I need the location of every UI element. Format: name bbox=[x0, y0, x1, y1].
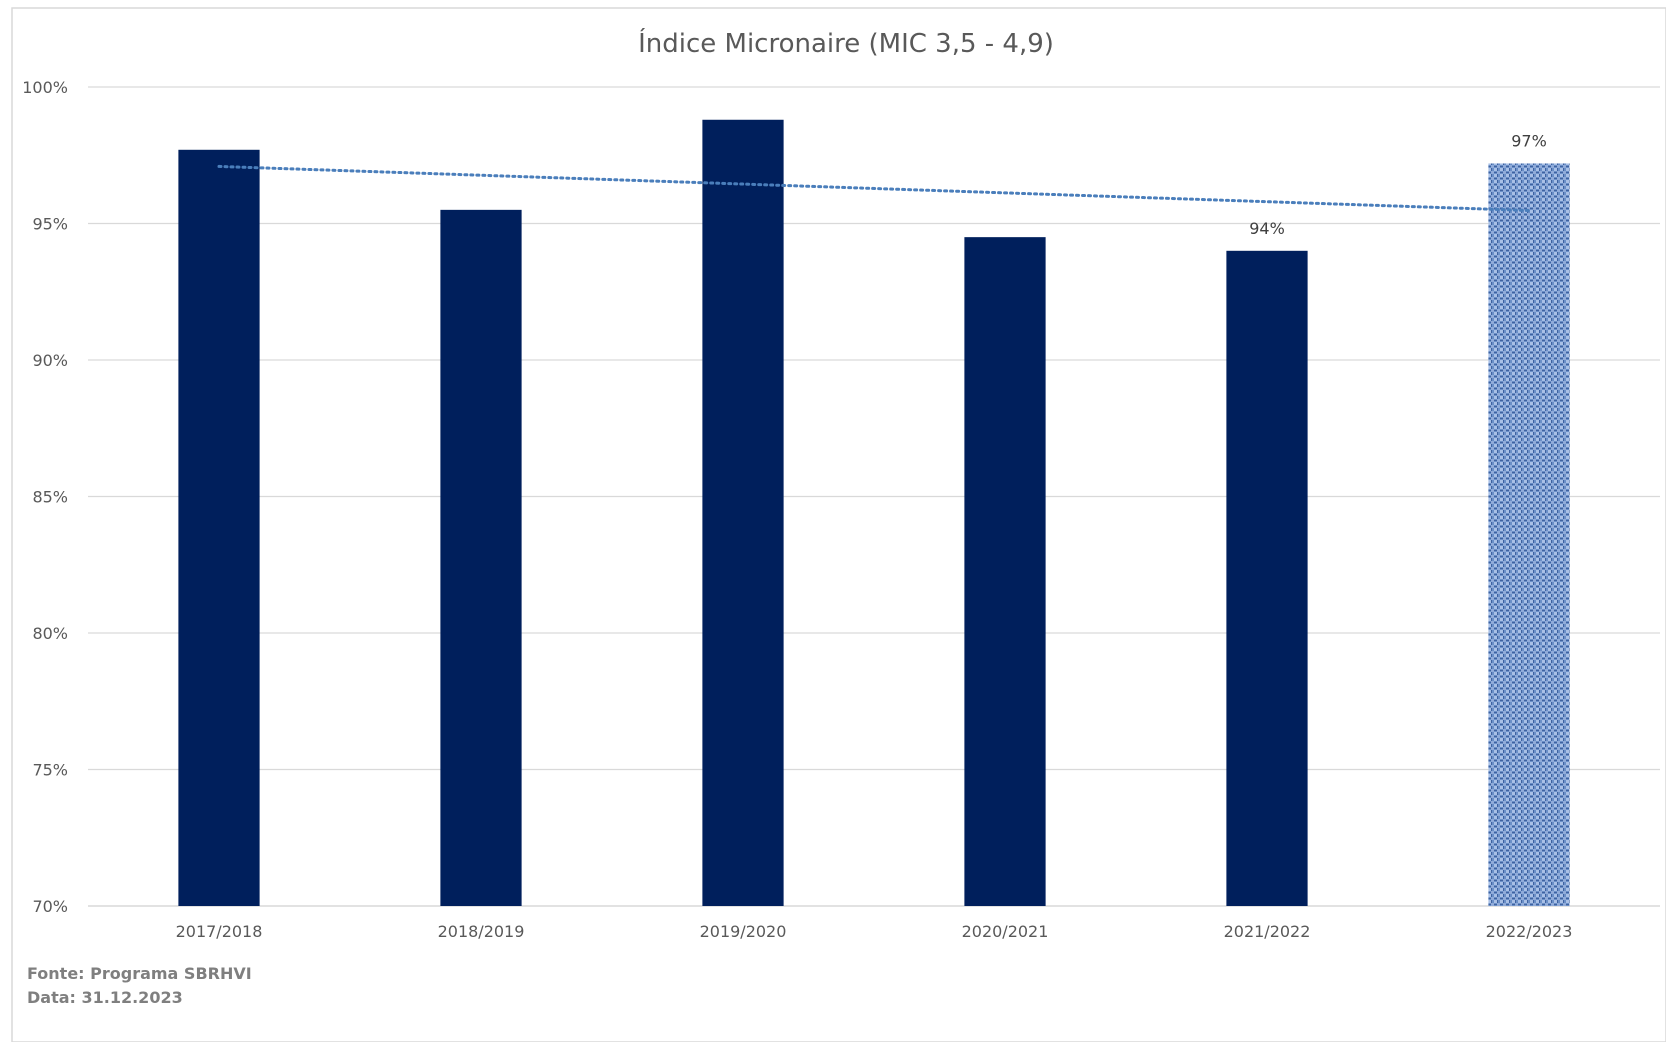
bar-2022-2023 bbox=[1488, 163, 1570, 906]
trendline-group bbox=[217, 164, 1531, 212]
date-note: Data: 31.12.2023 bbox=[27, 988, 183, 1007]
x-tick-label: 2018/2019 bbox=[438, 922, 525, 941]
y-tick-label: 90% bbox=[32, 351, 68, 370]
gridlines bbox=[88, 86, 1660, 907]
data-labels: 94% 97% bbox=[1249, 131, 1547, 237]
bar-2018-2019 bbox=[440, 209, 522, 907]
trendline bbox=[217, 164, 1531, 212]
bar-2021-2022 bbox=[1226, 250, 1308, 907]
bars bbox=[178, 119, 1570, 907]
data-label: 94% bbox=[1249, 219, 1285, 238]
x-tick-label: 2020/2021 bbox=[962, 922, 1049, 941]
bar-2020-2021 bbox=[964, 237, 1046, 906]
y-tick-label: 80% bbox=[32, 624, 68, 643]
bar-2017-2018 bbox=[178, 149, 260, 907]
x-tick-label: 2021/2022 bbox=[1224, 922, 1311, 941]
y-tick-label: 75% bbox=[32, 761, 68, 780]
chart-title: Índice Micronaire (MIC 3,5 - 4,9) bbox=[638, 27, 1054, 59]
chart-footer: Fonte: Programa SBRHVI Data: 31.12.2023 bbox=[27, 962, 252, 1010]
data-label: 97% bbox=[1511, 131, 1547, 150]
y-tick-label: 100% bbox=[22, 78, 68, 97]
chart-border bbox=[11, 7, 1666, 1042]
bar-2019-2020 bbox=[702, 119, 784, 906]
y-tick-label: 70% bbox=[32, 897, 68, 916]
y-axis-tick-labels: 100% 95% 90% 85% 80% 75% 70% bbox=[22, 78, 68, 916]
x-axis-tick-labels: 2017/2018 2018/2019 2019/2020 2020/2021 2021… bbox=[176, 922, 1573, 941]
x-tick-label: 2022/2023 bbox=[1486, 922, 1573, 941]
x-tick-label: 2017/2018 bbox=[176, 922, 263, 941]
x-tick-label: 2019/2020 bbox=[700, 922, 787, 941]
y-tick-label: 95% bbox=[32, 215, 68, 234]
y-tick-label: 85% bbox=[32, 488, 68, 507]
source-note: Fonte: Programa SBRHVI bbox=[27, 964, 252, 983]
